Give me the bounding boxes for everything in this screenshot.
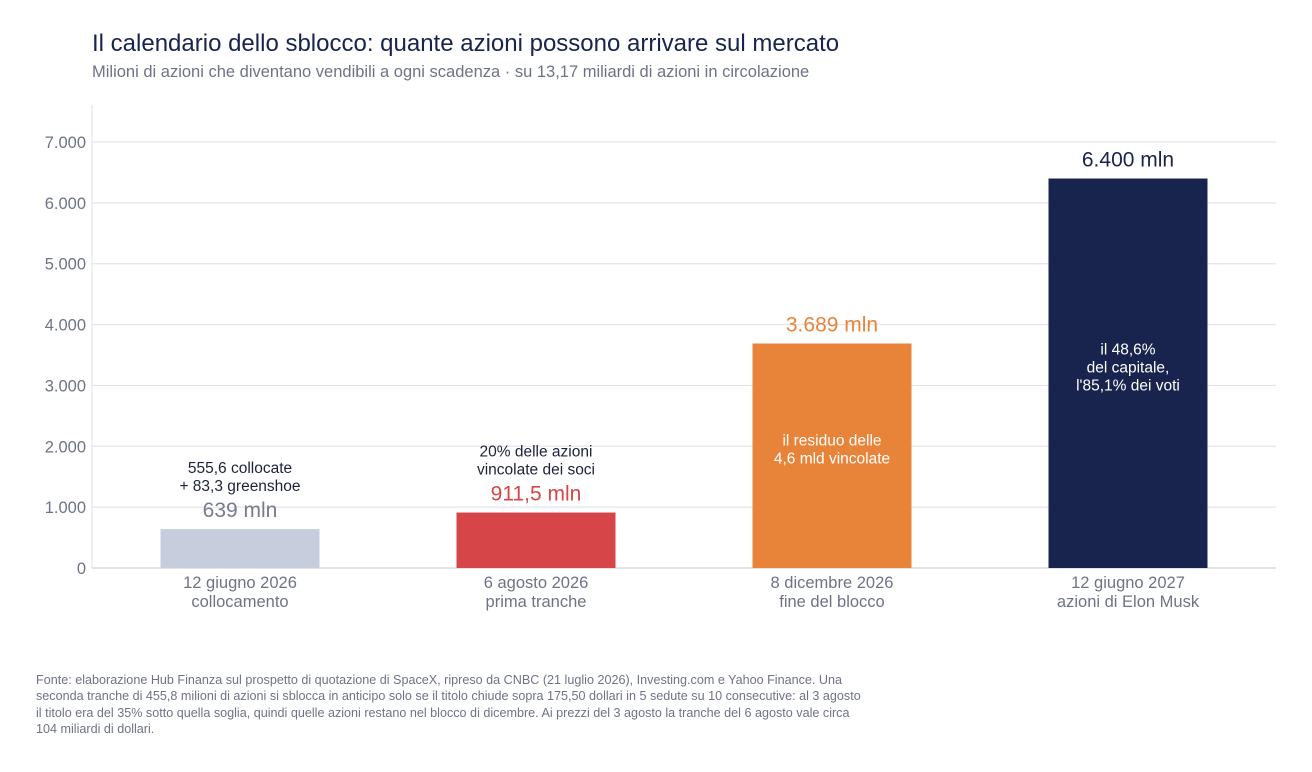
- bar-inside-annotation: l'85,1% dei voti: [1076, 377, 1180, 394]
- x-category-label: 6 agosto 2026: [484, 574, 589, 592]
- x-category-label: 8 dicembre 2026: [771, 574, 894, 592]
- bar: [1048, 178, 1208, 568]
- bar-value-label: 639 mln: [203, 499, 278, 522]
- bar-annotation: + 83,3 greenshoe: [179, 478, 300, 495]
- y-tick-label: 3.000: [45, 377, 86, 395]
- bar-inside-annotation: del capitale,: [1087, 359, 1170, 376]
- y-tick-label: 6.000: [45, 195, 86, 213]
- y-tick-label: 7.000: [45, 134, 86, 152]
- x-category-label: collocamento: [191, 593, 288, 611]
- bar-value-label: 6.400 mln: [1082, 149, 1174, 172]
- bar-chart: 0 1.000 2.000 3.000 4.000 5.000 6.000 7.000 639 …: [45, 105, 1276, 611]
- chart-title: Il calendario dello sblocco: quante azio…: [92, 30, 840, 57]
- bar-value-label: 911,5 mln: [491, 483, 582, 506]
- x-category-label: 12 giugno 2027: [1071, 574, 1185, 592]
- y-tick-label: 0: [77, 560, 86, 578]
- bar-annotation: vincolate dei soci: [477, 462, 595, 479]
- bar-inside-annotation: il 48,6%: [1100, 341, 1155, 358]
- bar: [752, 343, 912, 568]
- source-note: Fonte: elaborazione Hub Finanza sul pros…: [36, 673, 861, 736]
- bar-inside-annotation: il residuo delle: [782, 433, 881, 450]
- x-category-label: fine del blocco: [779, 593, 885, 611]
- y-tick-label: 5.000: [45, 256, 86, 274]
- bar: [456, 512, 616, 568]
- x-category-label: prima tranche: [486, 593, 587, 611]
- bar-annotation: 555,6 collocate: [188, 460, 292, 477]
- chart-subtitle: Milioni di azioni che diventano vendibil…: [92, 63, 810, 81]
- y-tick-label: 2.000: [45, 438, 86, 456]
- bar-annotation: 20% delle azioni: [480, 444, 593, 461]
- x-category-label: azioni di Elon Musk: [1057, 593, 1200, 611]
- x-category-label: 12 giugno 2026: [183, 574, 297, 592]
- bar-inside-annotation: 4,6 mld vincolate: [774, 451, 890, 468]
- y-tick-label: 1.000: [45, 499, 86, 517]
- y-tick-label: 4.000: [45, 317, 86, 335]
- bar: [160, 529, 320, 568]
- bar-value-label: 3.689 mln: [786, 313, 878, 336]
